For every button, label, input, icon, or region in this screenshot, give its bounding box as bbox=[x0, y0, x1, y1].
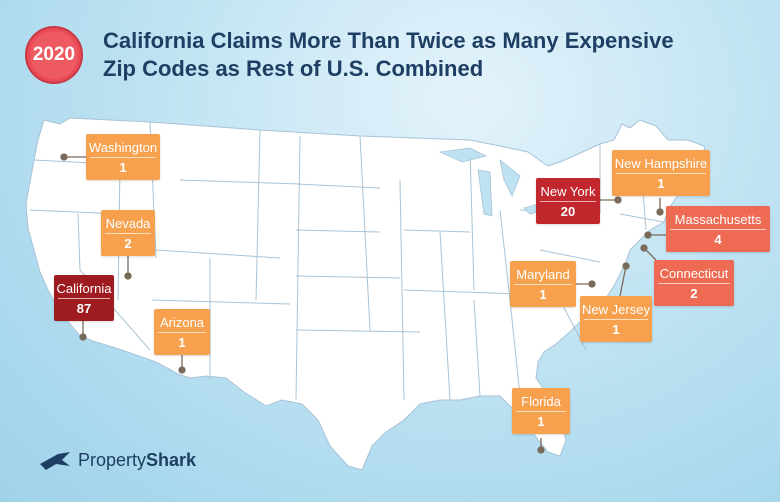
year-badge-shape bbox=[25, 26, 83, 84]
callout-washington: Washington 1 bbox=[86, 134, 160, 180]
state-borders bbox=[29, 121, 665, 401]
callout-nevada: Nevada 2 bbox=[101, 210, 155, 256]
callout-massachusetts: Massachusetts 4 bbox=[666, 206, 770, 252]
callout-new-york: New York 20 bbox=[536, 178, 600, 224]
title-line-2: Zip Codes as Rest of U.S. Combined bbox=[103, 56, 484, 81]
shark-logo-icon bbox=[40, 452, 70, 470]
year-label: 2020 bbox=[32, 44, 76, 65]
propertyshark-logo: PropertyShark bbox=[40, 450, 196, 471]
page-title: California Claims More Than Twice as Man… bbox=[103, 27, 674, 83]
callout-new-hampshire: New Hampshire 1 bbox=[612, 150, 710, 196]
callout-california: California 87 bbox=[54, 275, 114, 321]
callout-arizona: Arizona 1 bbox=[154, 309, 210, 355]
callout-florida: Florida 1 bbox=[512, 388, 570, 434]
leader-lines bbox=[60, 153, 666, 454]
title-line-1: California Claims More Than Twice as Man… bbox=[103, 28, 674, 53]
callout-maryland: Maryland 1 bbox=[510, 261, 576, 307]
callout-connecticut: Connecticut 2 bbox=[654, 260, 734, 306]
year-badge: 2020 bbox=[26, 27, 82, 83]
callout-new-jersey: New Jersey 1 bbox=[580, 296, 652, 342]
logo-text: PropertyShark bbox=[78, 450, 197, 470]
